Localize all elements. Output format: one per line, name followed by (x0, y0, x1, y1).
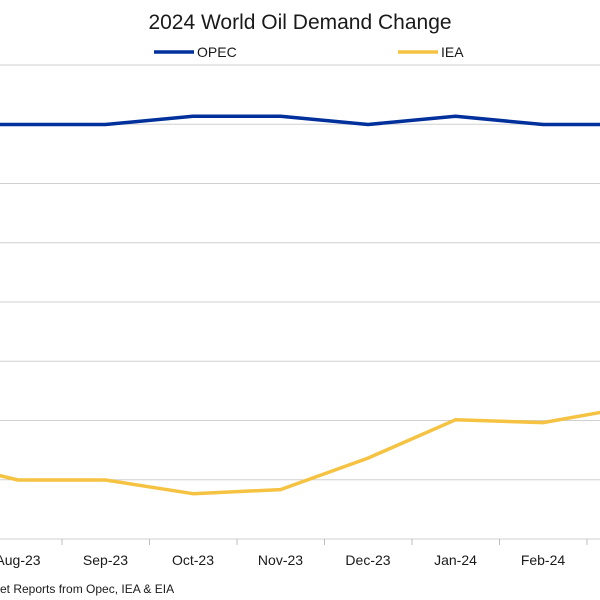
x-axis-ticks (61, 539, 588, 545)
x-tick-label: Oct-23 (172, 552, 214, 568)
series-line-iea (0, 410, 600, 496)
x-tick-label: Nov-23 (258, 552, 303, 568)
source-note: et Reports from Opec, IEA & EIA (0, 582, 174, 596)
x-tick-label: Sep-23 (83, 552, 128, 568)
x-tick-label: Dec-23 (345, 552, 390, 568)
series-line-opec (0, 114, 600, 127)
series-lines (0, 114, 600, 496)
legend-label-opec: OPEC (197, 44, 237, 60)
x-axis-labels: Aug-23 Sep-23 Oct-23 Nov-23 Dec-23 Jan-24 Feb-… (0, 552, 565, 568)
x-tick-label: Jan-24 (434, 552, 477, 568)
x-tick-label: Aug-23 (0, 552, 41, 568)
legend: OPEC IEA (154, 44, 464, 60)
x-tick-label: Feb-24 (521, 552, 566, 568)
legend-label-iea: IEA (441, 44, 464, 60)
chart-title: 2024 World Oil Demand Change (148, 11, 451, 34)
